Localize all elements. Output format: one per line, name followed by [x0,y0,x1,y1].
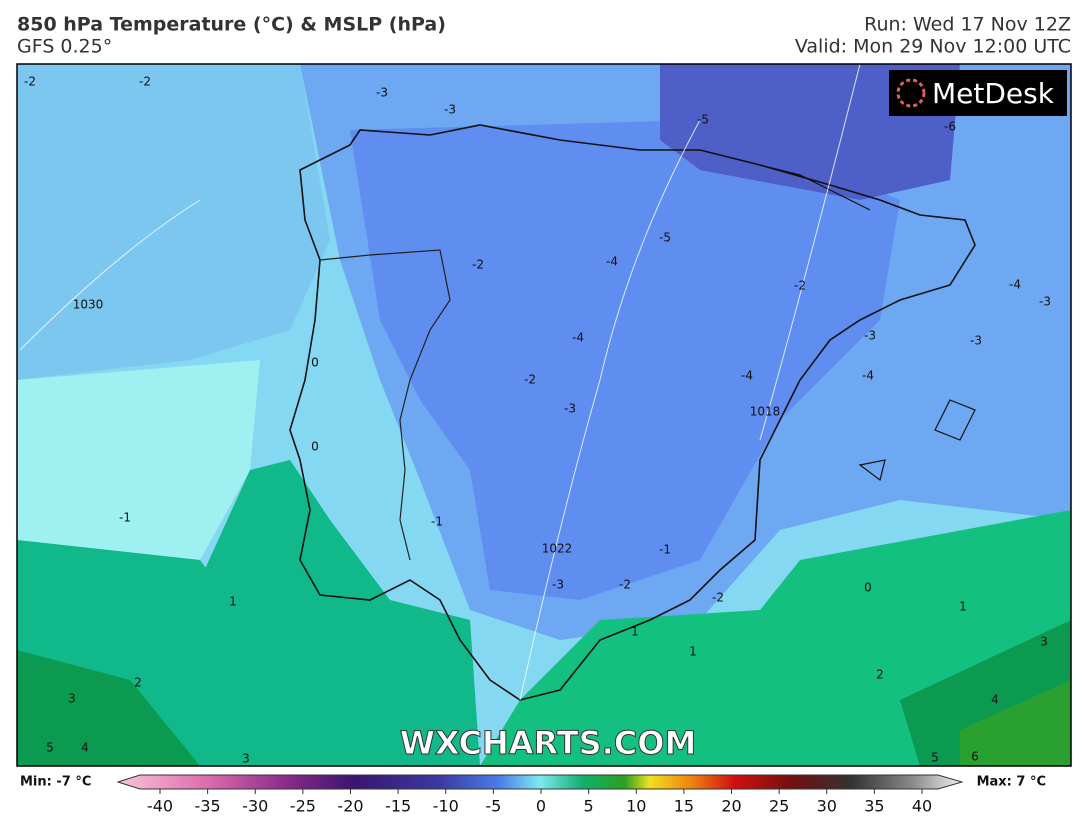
contour-label: 0 [864,581,872,595]
contour-label: -2 [139,75,151,89]
subtitle: GFS 0.25° [17,36,112,58]
tick-label: -15 [385,797,411,816]
contour-label: -3 [864,329,876,343]
logo-box [889,70,1067,116]
max-label: Max: 7 °C [977,775,1046,790]
contour-label: 5 [931,751,939,765]
contour-label: 2 [134,676,142,690]
contour-label: 1018 [750,405,781,419]
map-frame [16,63,1072,767]
title: 850 hPa Temperature (°C) & MSLP (hPa) [17,14,446,36]
tick-label: -25 [290,797,316,816]
contour-label: 3 [242,752,250,766]
contour-label: -2 [524,373,536,387]
tick-label: -20 [337,797,363,816]
tick-label: 35 [864,797,884,816]
contour-label: -4 [1009,278,1021,292]
contour-label: -3 [444,103,456,117]
contour-label: -3 [970,334,982,348]
tick-label: -5 [485,797,501,816]
contour-label: 4 [81,741,89,755]
logo: MetDesk [932,77,1055,110]
contour-label: -1 [431,515,443,529]
contour-label: 1 [229,595,237,609]
contour-label: 2 [876,668,884,682]
tick-label: -35 [195,797,221,816]
field [17,360,260,560]
contour-label: -4 [862,369,874,383]
contour-label: -4 [606,255,618,269]
contour-label: -2 [472,258,484,272]
contour-label: -3 [564,402,576,416]
tick-label: 30 [817,797,837,816]
contour-label: 1 [631,625,639,639]
contour-label: 1 [959,600,967,614]
contour-label: 3 [68,692,76,706]
contour-label: -4 [572,331,584,345]
coastline [289,124,976,701]
contour-label: 0 [311,440,319,454]
tick-label: -30 [242,797,268,816]
watermark: WXCHARTS.COM [400,724,697,762]
field [660,64,960,200]
min-label: Min: -7 °C [20,775,91,790]
contour-label: -3 [552,578,564,592]
field [17,64,330,380]
isobar [19,64,861,701]
tick-label: 10 [626,797,646,816]
contour-label: -3 [376,86,388,100]
tick-label: 0 [536,797,546,816]
contour-labels: -2 -2 -3 -3 -5 -6 -5 -4 -2 -4 -2 -3 -4 -3 -3 -4 -3 -2 -4 -1… [24,75,1051,766]
contour-label: -5 [659,231,671,245]
tick-label: -40 [147,797,173,816]
field [960,680,1071,766]
contour-label: -1 [119,511,131,525]
colorbar [116,774,964,790]
tick-label: 15 [674,797,694,816]
run-time: Run: Wed 17 Nov 12Z [864,14,1071,36]
contour-label: 1030 [73,298,104,312]
contour-label: -1 [659,543,671,557]
logo-icon [896,78,926,108]
field [350,120,900,600]
border [319,249,451,561]
contour-label: 1022 [542,542,573,556]
contour-label: 6 [971,750,979,764]
contour-label: -2 [712,591,724,605]
tick-label: 40 [912,797,932,816]
contour-label: -5 [697,113,709,127]
tick-label: 20 [721,797,741,816]
tick-label: 25 [769,797,789,816]
contour-label: -4 [741,369,753,383]
contour-label: 3 [1040,635,1048,649]
contour-label: 0 [311,356,319,370]
contour-label: 1 [689,645,697,659]
contour-label: -3 [1039,295,1051,309]
coastline [759,164,976,482]
contour-label: 5 [46,741,54,755]
map-area: -2 -2 -3 -3 -5 -6 -5 -4 -2 -4 -2 -3 -4 -3 -3 -4 -3 -2 -4 -1… [17,64,1071,766]
valid-time: Valid: Mon 29 Nov 12:00 UTC [795,36,1071,58]
contour-label: -2 [24,75,36,89]
contour-label: 4 [991,693,999,707]
contour-label: -2 [619,578,631,592]
tick-label: -10 [433,797,459,816]
colorbar-ticks: -40 -35 -30 -25 -20 -15 -10 -5 0 5 10 15 20 25 30 35 40 [147,789,932,816]
tick-label: 5 [584,797,594,816]
contour-label: -2 [794,279,806,293]
contour-label: -6 [944,120,956,134]
